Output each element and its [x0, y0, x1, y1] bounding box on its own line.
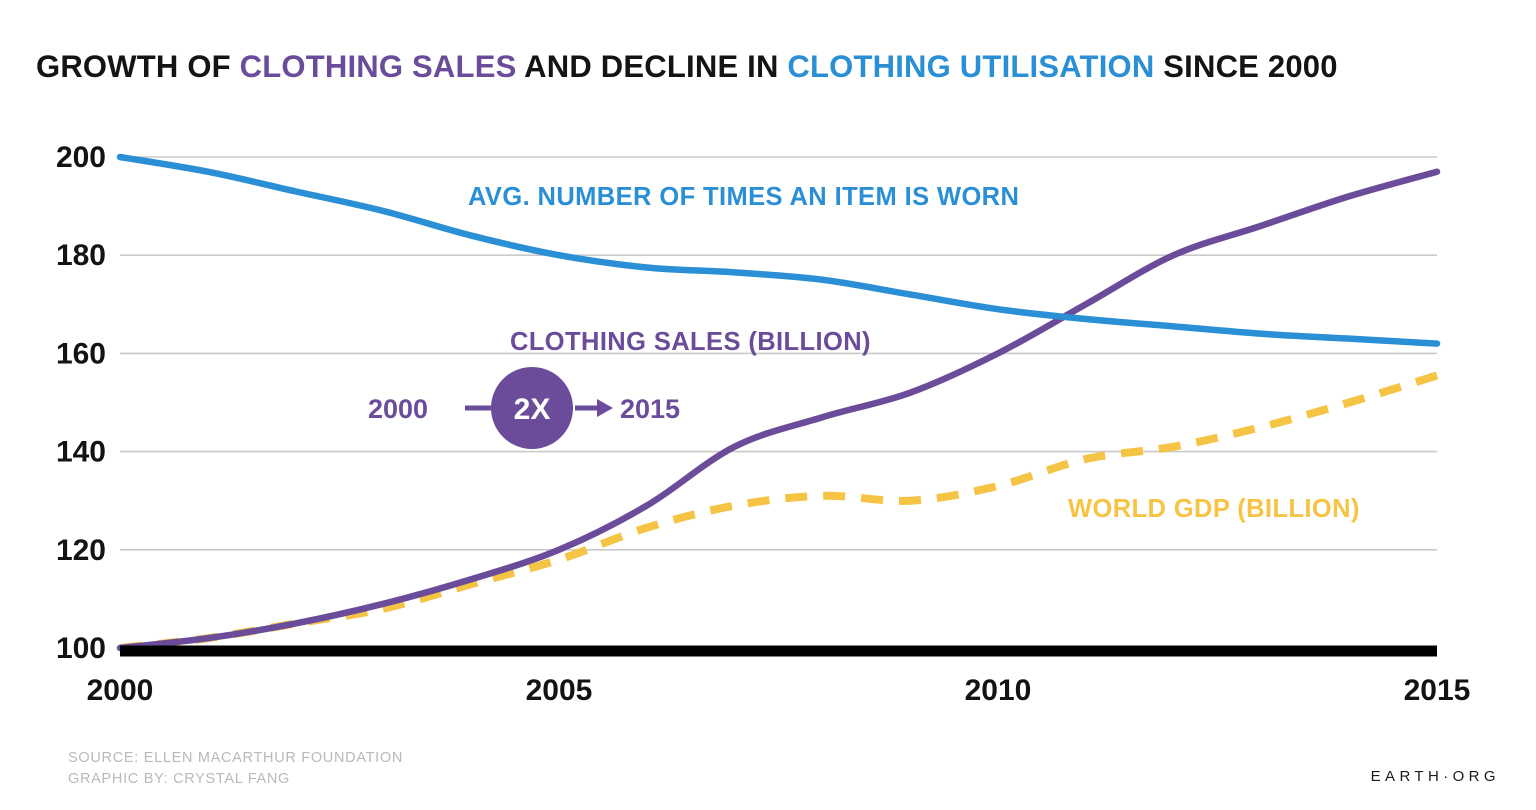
page-title: GROWTH OF CLOTHING SALES AND DECLINE IN … — [36, 46, 1484, 86]
title-segment-5: SINCE 2000 — [1154, 48, 1338, 84]
title-segment-3: AND DECLINE IN — [516, 48, 788, 84]
y-tick-label: 200 — [56, 141, 106, 174]
annotation-end-year: 2015 — [620, 394, 680, 424]
annotation-start-year: 2000 — [368, 394, 428, 424]
chart-series-layer — [116, 153, 1441, 652]
footer-graphic-by: GRAPHIC BY: CRYSTAL FANG — [68, 771, 291, 787]
chart-container: 100 120 140 160 180 200 2000 2005 2010 2015 AVG.… — [0, 110, 1536, 710]
y-tick-label: 140 — [56, 436, 106, 469]
footer-credits: SOURCE: ELLEN MACARTHUR FOUNDATION GRAPH… — [68, 748, 403, 790]
x-axis-tick-labels: 2000 2005 2010 2015 — [87, 674, 1471, 707]
y-tick-label: 120 — [56, 534, 106, 567]
series-line-clothing_utilisation — [116, 153, 1441, 347]
series-line-world_gdp — [119, 371, 1439, 652]
x-tick-label: 2010 — [965, 674, 1032, 707]
y-axis-tick-labels: 100 120 140 160 180 200 — [56, 141, 106, 665]
brand-logo: EARTH·ORG — [1370, 768, 1500, 785]
x-tick-label: 2005 — [526, 674, 593, 707]
title-segment-1: GROWTH OF — [36, 48, 240, 84]
footer-source: SOURCE: ELLEN MACARTHUR FOUNDATION — [68, 750, 404, 766]
arrow-right-icon — [597, 399, 613, 417]
title-segment-clothing-sales: CLOTHING SALES — [239, 48, 517, 84]
multiplier-annotation: 2000 2X 2015 — [368, 367, 680, 449]
series-label-clothing-sales: CLOTHING SALES (BILLION) — [510, 328, 871, 356]
x-tick-label: 2000 — [87, 674, 154, 707]
y-tick-label: 160 — [56, 337, 106, 370]
series-line-clothing_sales — [116, 168, 1441, 652]
annotation-circle — [491, 367, 573, 449]
y-tick-label: 100 — [56, 632, 106, 665]
series-label-world-gdp: WORLD GDP (BILLION) — [1068, 495, 1360, 523]
chart-gridlines — [120, 156, 1437, 551]
line-chart: 100 120 140 160 180 200 2000 2005 2010 2015 AVG.… — [56, 141, 1471, 707]
y-tick-label: 180 — [56, 239, 106, 272]
x-tick-label: 2015 — [1404, 674, 1471, 707]
annotation-multiplier: 2X — [514, 393, 551, 426]
series-label-clothing-utilisation: AVG. NUMBER OF TIMES AN ITEM IS WORN — [468, 183, 1019, 211]
title-segment-clothing-utilisation: CLOTHING UTILISATION — [787, 48, 1155, 84]
